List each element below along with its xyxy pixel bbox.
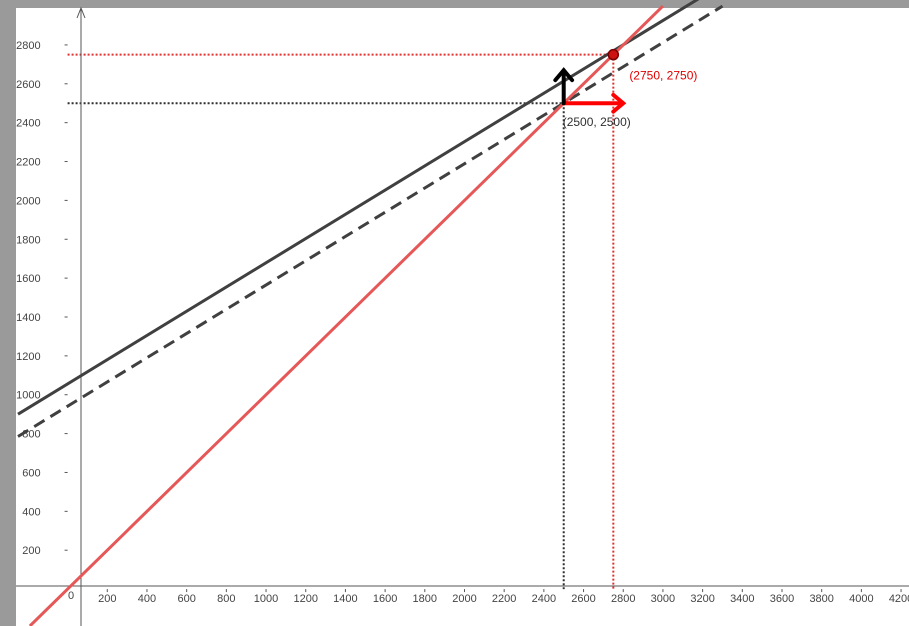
frame-border-left xyxy=(0,0,16,626)
arrow-head-icon-0 xyxy=(611,92,627,114)
x-tick-label: 400 xyxy=(138,593,156,605)
x-tick-label: 4000 xyxy=(849,593,873,605)
y-tick-label: 2800 xyxy=(16,40,40,52)
y-tick-label: 1200 xyxy=(16,351,40,363)
x-tick-label: 1200 xyxy=(293,593,317,605)
x-tick-label: 800 xyxy=(217,593,235,605)
plot-background xyxy=(16,8,909,626)
arrows xyxy=(553,67,627,114)
y-tick-label: 1800 xyxy=(16,234,40,246)
y-tick-label: 1600 xyxy=(16,273,40,285)
x-tick-label: 4200 xyxy=(889,593,909,605)
x-tick-label: 3000 xyxy=(651,593,675,605)
series-line-1 xyxy=(17,4,724,438)
x-tick-label: 1000 xyxy=(254,593,278,605)
arrow-head-icon-1 xyxy=(553,67,575,83)
guide-lines xyxy=(67,53,615,590)
x-tick-label: 2400 xyxy=(532,593,556,605)
x-tick-label: 600 xyxy=(177,593,195,605)
x-tick-label: 3200 xyxy=(690,593,714,605)
x-tick-label: 3600 xyxy=(770,593,794,605)
y-axis-arrow-icon xyxy=(76,6,86,19)
x-tick-label: 1600 xyxy=(373,593,397,605)
y-tick-label: 400 xyxy=(22,506,40,518)
y-tick-label: 200 xyxy=(22,545,40,557)
series-line-2 xyxy=(28,5,664,626)
x-tick-label: 2600 xyxy=(571,593,595,605)
y-tick-label: 600 xyxy=(22,467,40,479)
x-tick-label: 1800 xyxy=(413,593,437,605)
x-tick-label: 2200 xyxy=(492,593,516,605)
x-tick-label: 3400 xyxy=(730,593,754,605)
origin-label: 0 xyxy=(68,590,74,602)
y-tick-label: 1000 xyxy=(16,390,40,402)
series xyxy=(17,0,724,626)
frame-border-top xyxy=(0,0,909,8)
point-label-1: (2500, 2500) xyxy=(563,115,631,129)
y-tick-label: 800 xyxy=(22,429,40,441)
y-tick-label: 2200 xyxy=(16,157,40,169)
tick-labels: 0 200 400 600 800 1000 1200 1400 1600 1800 2000 22… xyxy=(16,40,909,605)
points: (2750, 2750) (2500, 2500) xyxy=(563,48,697,129)
y-tick-label: 2000 xyxy=(16,195,40,207)
x-tick-label: 2000 xyxy=(452,593,476,605)
y-tick-label: 2400 xyxy=(16,118,40,130)
point-marker-0 xyxy=(607,48,620,61)
x-tick-label: 1400 xyxy=(333,593,357,605)
y-tick-label: 2600 xyxy=(16,79,40,91)
x-tick-label: 2800 xyxy=(611,593,635,605)
y-tick-label: 1400 xyxy=(16,312,40,324)
series-line-0 xyxy=(17,0,700,416)
x-tick-label: 3800 xyxy=(809,593,833,605)
axes xyxy=(16,6,909,626)
x-tick-label: 200 xyxy=(98,593,116,605)
point-label-0: (2750, 2750) xyxy=(629,69,697,83)
